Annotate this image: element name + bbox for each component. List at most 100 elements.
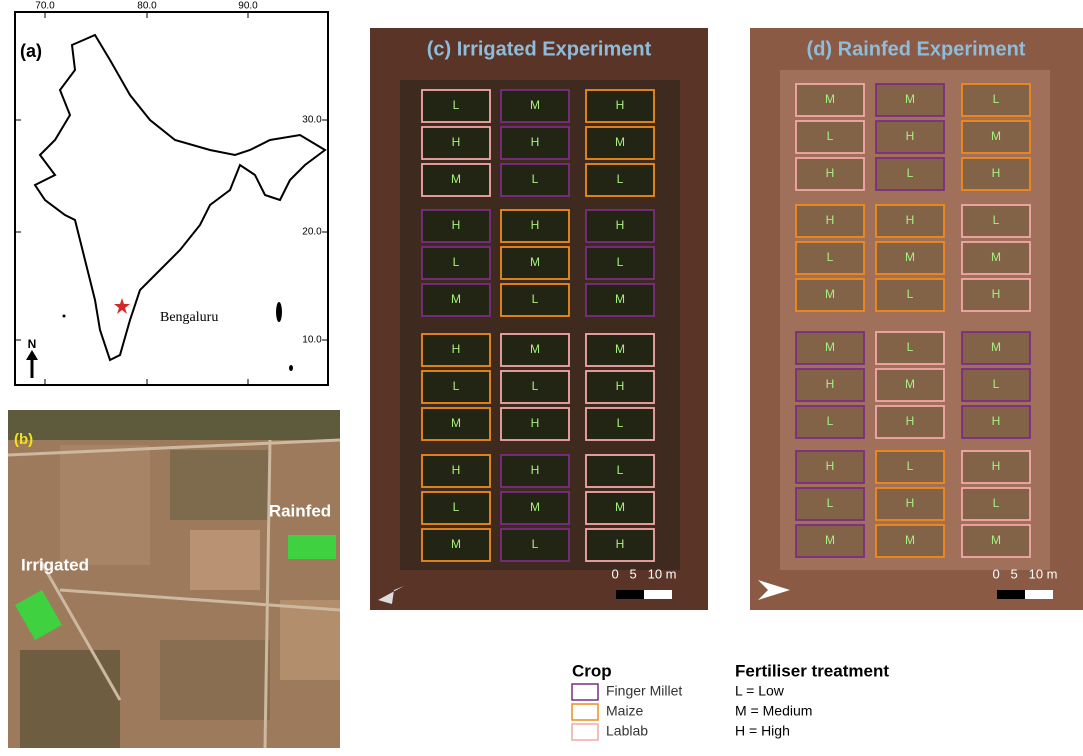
plot-label: M [530, 98, 540, 112]
plot-label: H [616, 218, 625, 232]
plot-label: H [452, 463, 461, 477]
plot-label: M [825, 92, 835, 106]
plot-label: L [993, 496, 1000, 510]
legend-title: Fertiliser treatment [735, 661, 889, 680]
plot-label: M [905, 533, 915, 547]
site-label: Irrigated [21, 555, 89, 574]
plot-label: M [615, 342, 625, 356]
plot-label: L [993, 92, 1000, 106]
plot-label: M [615, 135, 625, 149]
scale-label: 0 5 10 m [992, 566, 1057, 581]
legend-label: Maize [606, 703, 644, 719]
legend-title: Crop [572, 661, 612, 680]
lat-label: 30.0 [302, 115, 322, 126]
figure: Bengaluru (a) N (b) Rainfed Irrigated (c… [0, 0, 1083, 756]
plot-label: H [992, 287, 1001, 301]
plot-label: L [993, 377, 1000, 391]
plot-label: H [826, 166, 835, 180]
plot-label: L [532, 379, 539, 393]
plot-label: M [991, 533, 1001, 547]
page: Bengaluru (a) N (b) Rainfed Irrigated (c… [0, 0, 1083, 756]
panel-title: (d) Rainfed Experiment [807, 38, 1026, 60]
plot-label: M [530, 255, 540, 269]
plot-label: H [992, 414, 1001, 428]
lon-label: 90.0 [238, 1, 258, 12]
plot-label: L [617, 172, 624, 186]
plot-label: L [617, 463, 624, 477]
lat-label: 20.0 [302, 227, 322, 238]
legend-swatch [572, 684, 598, 700]
plot-label: H [906, 213, 915, 227]
plot-label: L [532, 172, 539, 186]
lon-label: 80.0 [137, 1, 157, 12]
plot-label: H [531, 135, 540, 149]
plot-label: H [452, 135, 461, 149]
plot-label: M [825, 287, 835, 301]
plot-label: L [907, 459, 914, 473]
plot-label: L [453, 255, 460, 269]
plot-label: H [452, 342, 461, 356]
plot-label: M [615, 292, 625, 306]
satellite-image [8, 410, 340, 748]
plot-label: M [451, 292, 461, 306]
legend-label: H = High [735, 723, 790, 739]
plot-label: L [532, 537, 539, 551]
plot-label: M [905, 377, 915, 391]
plot-label: H [616, 98, 625, 112]
legend-swatch [572, 724, 598, 740]
plot-label: L [827, 414, 834, 428]
lon-label: 70.0 [35, 1, 55, 12]
city-label: Bengaluru [160, 310, 218, 325]
plot-label: M [451, 416, 461, 430]
plot-label: L [907, 166, 914, 180]
plot-label: H [906, 129, 915, 143]
legend-swatch [572, 704, 598, 720]
plot-label: L [827, 250, 834, 264]
plot-label: M [991, 340, 1001, 354]
plot-label: H [906, 414, 915, 428]
plot-label: H [906, 496, 915, 510]
plot-label: M [451, 172, 461, 186]
scale-bar [997, 590, 1025, 599]
plot-label: L [453, 500, 460, 514]
plot-label: L [617, 255, 624, 269]
plot-label: M [991, 129, 1001, 143]
plot-label: L [453, 98, 460, 112]
plot-label: H [826, 459, 835, 473]
plot-label: M [530, 500, 540, 514]
scale-bar [1025, 590, 1053, 599]
lat-label: 10.0 [302, 335, 322, 346]
plot-label: H [826, 377, 835, 391]
plot-label: M [991, 250, 1001, 264]
plot-label: L [617, 416, 624, 430]
legend-label: Finger Millet [606, 683, 682, 699]
islands [276, 302, 282, 322]
legend-label: M = Medium [735, 703, 812, 719]
panel-label: (a) [20, 41, 42, 61]
scale-bar [644, 590, 672, 599]
site-label: Rainfed [269, 501, 331, 520]
north-label: N [28, 337, 37, 351]
plot-label: M [825, 533, 835, 547]
islands [63, 315, 66, 318]
plot-label: L [907, 340, 914, 354]
plot-label: M [825, 340, 835, 354]
plot-label: H [531, 463, 540, 477]
plot-label: M [905, 250, 915, 264]
islands [289, 365, 293, 371]
panel-title: (c) Irrigated Experiment [427, 38, 652, 60]
plot-label: H [452, 218, 461, 232]
plot-label: L [907, 287, 914, 301]
plot-label: H [826, 213, 835, 227]
plot-label: L [532, 292, 539, 306]
plot-label: H [616, 379, 625, 393]
plot-label: L [827, 496, 834, 510]
plot-label: L [993, 213, 1000, 227]
legend-label: L = Low [735, 683, 785, 699]
scale-label: 0 5 10 m [611, 566, 676, 581]
plot-label: M [905, 92, 915, 106]
plot-label: M [530, 342, 540, 356]
plot-label: L [453, 379, 460, 393]
panel-label: (b) [14, 431, 33, 448]
scale-bar [616, 590, 644, 599]
